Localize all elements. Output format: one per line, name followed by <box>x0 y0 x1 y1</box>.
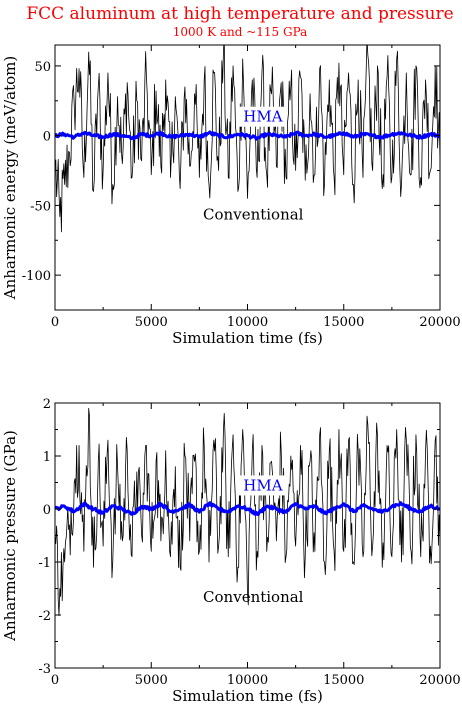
chart-subtitle: 1000 K and ~115 GPa <box>173 25 308 39</box>
energy-y-tick-label: 0 <box>43 130 51 145</box>
pressure-x-axis-label: Simulation time (fs) <box>172 687 323 705</box>
energy-x-tick-label: 0 <box>51 315 59 330</box>
chart-title: FCC aluminum at high temperature and pre… <box>26 4 453 24</box>
energy-hma-series-line <box>55 130 440 141</box>
pressure-hma-series-line <box>55 501 440 517</box>
energy-x-tick-label: 10000 <box>227 315 268 330</box>
energy-x-axis-label: Simulation time (fs) <box>172 329 323 347</box>
energy-conventional-annotation: Conventional <box>203 205 304 223</box>
pressure-hma-label-bg <box>238 475 287 496</box>
pressure-y-tick-label: 1 <box>43 450 51 465</box>
pressure-hma-annotation: HMA <box>243 476 282 494</box>
energy-x-tick-label: 15000 <box>323 315 364 330</box>
pressure-x-tick-label: 0 <box>51 673 59 688</box>
energy-y-tick-label: 50 <box>34 60 51 75</box>
pressure-x-tick-label: 10000 <box>227 673 268 688</box>
energy-y-axis-label: Anharmonic energy (meV/atom) <box>1 56 19 301</box>
energy-hma-annotation: HMA <box>243 108 282 126</box>
energy-conventional-series-line <box>55 45 440 233</box>
energy-y-tick-label: -50 <box>30 199 51 214</box>
pressure-x-tick-label: 20000 <box>419 673 460 688</box>
pressure-y-tick-label: 2 <box>43 397 51 412</box>
energy-axes-frame <box>54 44 441 311</box>
pressure-conventional-annotation: Conventional <box>203 588 304 606</box>
energy-panel: 0 5000 10000 15000 20000 -100 -50 0 50 Simulation… <box>1 44 461 347</box>
pressure-y-tick-label: -2 <box>38 609 51 624</box>
pressure-y-tick-label: -1 <box>38 556 51 571</box>
pressure-axes-frame <box>54 402 441 669</box>
energy-plot-area <box>55 45 440 233</box>
energy-x-tick-label: 5000 <box>135 315 168 330</box>
energy-x-tick-label: 20000 <box>419 315 460 330</box>
pressure-y-tick-label: -3 <box>38 662 51 677</box>
pressure-panel: 0 5000 10000 15000 20000 -3 -2 -1 0 1 2 Simulation … <box>1 397 461 705</box>
pressure-plot-area <box>55 407 440 616</box>
energy-y-tick-label: -100 <box>22 269 51 284</box>
pressure-x-tick-label: 15000 <box>323 673 364 688</box>
pressure-y-tick-label: 0 <box>43 503 51 518</box>
pressure-x-tick-label: 5000 <box>135 673 168 688</box>
energy-hma-label-bg <box>238 106 287 127</box>
pressure-y-axis-label: Anharmonic pressure (GPa) <box>1 430 19 642</box>
